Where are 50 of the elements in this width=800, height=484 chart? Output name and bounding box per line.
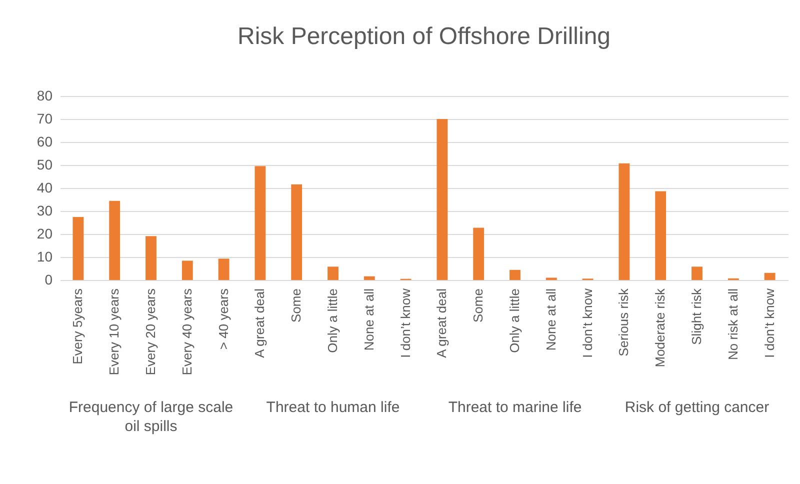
text: Risk of getting cancer: [624, 399, 770, 416]
x-tick-label: None at all: [361, 288, 376, 351]
x-tick-label: None at all: [543, 288, 558, 351]
x-tick-label: Slight risk: [689, 288, 704, 345]
bar: [655, 191, 666, 280]
x-tick-label: No risk at all: [725, 288, 740, 360]
y-tick-label: 0: [44, 272, 53, 288]
text: Threat to marine life: [448, 399, 582, 416]
x-tick-label: Some: [288, 288, 304, 322]
y-tick-label: 20: [36, 226, 53, 242]
bar: [473, 228, 484, 280]
x-tick-label: Some: [470, 288, 486, 322]
bar: [364, 276, 375, 280]
y-tick-label: 70: [36, 110, 53, 126]
x-tick-label: Every 40 years: [179, 288, 194, 376]
x-tick-label: Only a little: [325, 288, 340, 353]
x-tick-label: Moderate risk: [652, 288, 668, 368]
x-tick-label: > 40 years: [216, 288, 231, 350]
x-tick-label: Every 10 years: [106, 288, 122, 376]
x-tick-label: A great deal: [252, 288, 268, 358]
x-tick-label: Serious risk: [616, 288, 632, 356]
chart-title: Risk Perception of Offshore Drilling: [237, 23, 611, 50]
x-tick-label: I don’t know: [398, 288, 413, 358]
x-tick-label: Every 20 years: [143, 288, 158, 376]
text: Threat to human life: [266, 399, 400, 416]
x-tick-label: I don’t know: [762, 288, 777, 358]
bar: [254, 166, 266, 280]
bar: [72, 216, 84, 280]
bar: [291, 184, 302, 280]
x-tick-label: I don’t know: [580, 288, 595, 358]
bar: [182, 260, 193, 280]
bar: [764, 272, 776, 280]
x-tick-label: A great deal: [434, 288, 450, 358]
bar: [510, 270, 520, 280]
bar: [328, 266, 338, 280]
bar: [218, 258, 230, 280]
y-tick-label: 60: [36, 134, 53, 150]
y-tick-label: 30: [36, 202, 53, 218]
y-tick-label: 80: [36, 88, 53, 104]
bar: [618, 163, 630, 280]
bar: [436, 119, 448, 280]
bar: [109, 200, 120, 280]
bar: [146, 236, 156, 280]
y-tick-label: 40: [36, 180, 53, 196]
text: Frequency of large scale oil spills: [68, 399, 234, 435]
x-tick-label: Every 5years: [70, 288, 86, 364]
y-tick-label: 10: [36, 248, 53, 264]
x-tick-label: Only a little: [507, 288, 522, 353]
y-tick-label: 50: [36, 156, 53, 172]
bar: [692, 266, 702, 280]
